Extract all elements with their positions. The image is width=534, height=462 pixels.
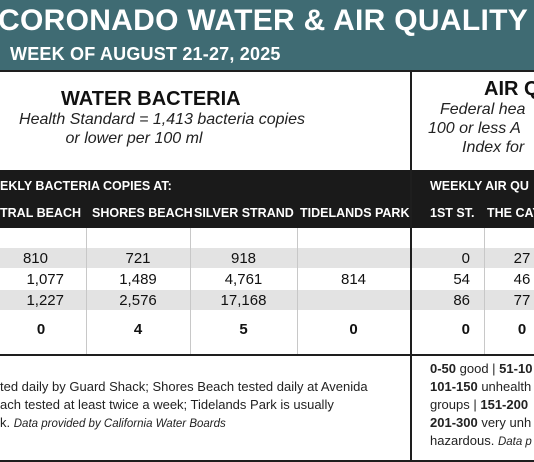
table-row-shade bbox=[0, 248, 410, 268]
table-row-shade bbox=[412, 248, 534, 268]
air-col-header: 1ST ST. bbox=[430, 206, 475, 220]
aqi-legend-line: 101-150 unhealth bbox=[430, 378, 531, 396]
air-cell: 54 bbox=[453, 271, 470, 288]
report-header: CORONADO WATER & AIR QUALITY R WEEK OF A… bbox=[0, 0, 534, 70]
air-standard-line3: Index for bbox=[462, 139, 525, 156]
water-note-text: k. bbox=[0, 415, 11, 430]
aqi-range: 51-10 bbox=[499, 361, 533, 376]
water-cell: 814 bbox=[340, 271, 367, 288]
air-data-source: Data p bbox=[497, 436, 532, 448]
aqi-label: groups | bbox=[430, 397, 481, 412]
water-table-header-bar: EKLY BACTERIA COPIES AT: TRAL BEACH SHOR… bbox=[0, 170, 410, 228]
aqi-legend-line: 0-50 good | 51-10 bbox=[430, 360, 532, 378]
aqi-label: unhealth bbox=[477, 379, 532, 394]
water-cell: 1,489 bbox=[119, 271, 157, 288]
water-cell: 810 bbox=[22, 250, 48, 267]
section-divider bbox=[410, 72, 412, 462]
report-title: CORONADO WATER & AIR QUALITY R bbox=[0, 4, 534, 37]
table-row-shade bbox=[0, 290, 410, 310]
air-total-cell: 0 bbox=[517, 321, 527, 338]
air-cell: 77 bbox=[513, 292, 531, 309]
water-cell: 4,761 bbox=[224, 271, 263, 288]
table-row-shade bbox=[412, 290, 534, 310]
water-standard-line1: Health Standard = 1,413 bacteria copies bbox=[19, 111, 305, 128]
report-frame bbox=[0, 70, 534, 462]
aqi-label: good | bbox=[456, 361, 500, 376]
water-note-line: k. Data provided by California Water Boa… bbox=[0, 414, 226, 433]
water-cell: 1,077 bbox=[26, 271, 64, 288]
water-total-cell: 4 bbox=[133, 321, 143, 338]
column-divider bbox=[86, 228, 87, 354]
water-col-header: SHORES BEACH bbox=[92, 206, 193, 220]
water-col-header: SILVER STRAND bbox=[194, 206, 294, 220]
water-cell: 2,576 bbox=[119, 292, 157, 309]
air-table-header-bar: WEEKLY AIR QU 1ST ST. THE CAY bbox=[412, 170, 534, 228]
column-divider bbox=[297, 228, 298, 354]
water-cell: 1,227 bbox=[26, 292, 64, 309]
water-total-cell: 0 bbox=[36, 321, 46, 338]
water-cell: 918 bbox=[230, 250, 257, 267]
water-total-cell: 0 bbox=[349, 321, 358, 338]
column-divider bbox=[484, 228, 485, 354]
water-total-cell: 5 bbox=[239, 321, 248, 338]
water-data-source: Data provided by California Water Boards bbox=[13, 418, 226, 430]
water-col-header: TIDELANDS PARK bbox=[300, 206, 410, 220]
table-bottom-rule bbox=[0, 354, 534, 356]
aqi-legend-line: hazardous. Data p bbox=[430, 432, 532, 451]
bottom-rule bbox=[0, 460, 534, 462]
water-heading: WATER BACTERIA bbox=[61, 88, 241, 110]
air-heading: AIR Q bbox=[484, 78, 534, 100]
aqi-range: 151-200 bbox=[480, 397, 529, 412]
water-cell: 721 bbox=[125, 250, 151, 267]
air-cell: 27 bbox=[513, 250, 531, 267]
aqi-range: 0-50 bbox=[430, 361, 457, 376]
water-note-line: ach tested at least twice a week; Tidela… bbox=[0, 397, 334, 412]
water-col-header: TRAL BEACH bbox=[0, 206, 82, 220]
air-total-cell: 0 bbox=[461, 321, 470, 338]
aqi-label: hazardous. bbox=[430, 433, 498, 448]
aqi-legend-line: groups | 151-200 bbox=[430, 396, 528, 414]
air-bar-title: WEEKLY AIR QU bbox=[430, 179, 529, 193]
water-bar-title: EKLY BACTERIA COPIES AT: bbox=[0, 179, 172, 193]
aqi-label: very unh bbox=[477, 415, 532, 430]
air-col-header: THE CAY bbox=[487, 206, 534, 220]
aqi-range: 201-300 bbox=[430, 415, 478, 430]
aqi-range: 101-150 bbox=[430, 379, 478, 394]
air-cell: 0 bbox=[461, 250, 470, 267]
water-cell: 17,168 bbox=[220, 292, 267, 309]
air-cell: 46 bbox=[513, 271, 531, 288]
column-divider bbox=[190, 228, 191, 354]
water-standard-line2: or lower per 100 ml bbox=[65, 130, 203, 147]
report-week: WEEK OF AUGUST 21-27, 2025 bbox=[10, 44, 281, 64]
water-note-line: ted daily by Guard Shack; Shores Beach t… bbox=[0, 379, 368, 394]
air-cell: 86 bbox=[453, 292, 470, 309]
aqi-legend-line: 201-300 very unh bbox=[430, 414, 531, 432]
air-standard-line1: Federal hea bbox=[440, 101, 526, 118]
air-standard-line2: 100 or less A bbox=[428, 120, 521, 137]
